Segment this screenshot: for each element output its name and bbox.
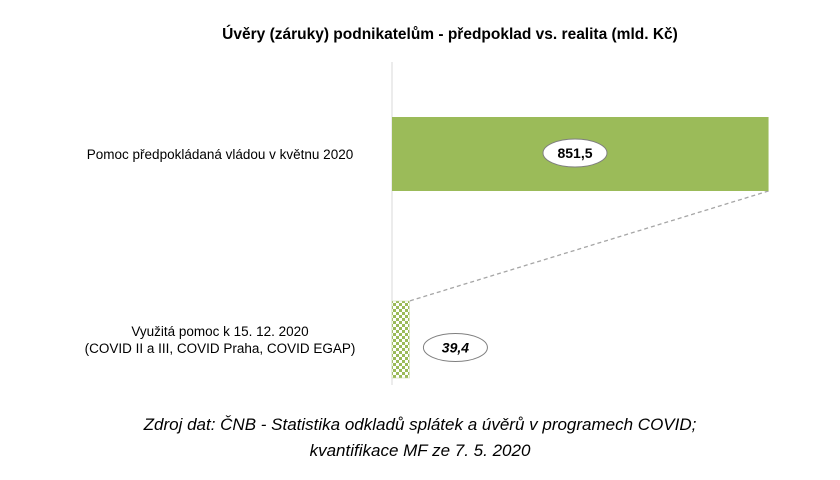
source-line-2: kvantifikace MF ze 7. 5. 2020 xyxy=(309,441,531,460)
value-label-1: 851,5 xyxy=(557,145,592,161)
chart-title: Úvěry (záruky) podnikatelům - předpoklad… xyxy=(222,26,678,43)
value-bubble-2 xyxy=(422,333,488,362)
category-label-2-line-1: Využitá pomoc k 15. 12. 2020 xyxy=(131,324,308,339)
value-label-2: 39,4 xyxy=(442,340,469,356)
bar-2 xyxy=(391,300,410,379)
value-bubble-1 xyxy=(542,138,608,168)
category-label-1-line-1: Pomoc předpokládaná vládou v květnu 2020 xyxy=(87,147,353,162)
source-line-1: Zdroj dat: ČNB - Statistika odkladů splá… xyxy=(143,415,697,434)
source-note: Zdroj dat: ČNB - Statistika odkladů splá… xyxy=(40,412,800,464)
connector-line xyxy=(409,190,769,302)
category-label-2-line-2: (COVID II a III, COVID Praha, COVID EGAP… xyxy=(85,341,356,356)
